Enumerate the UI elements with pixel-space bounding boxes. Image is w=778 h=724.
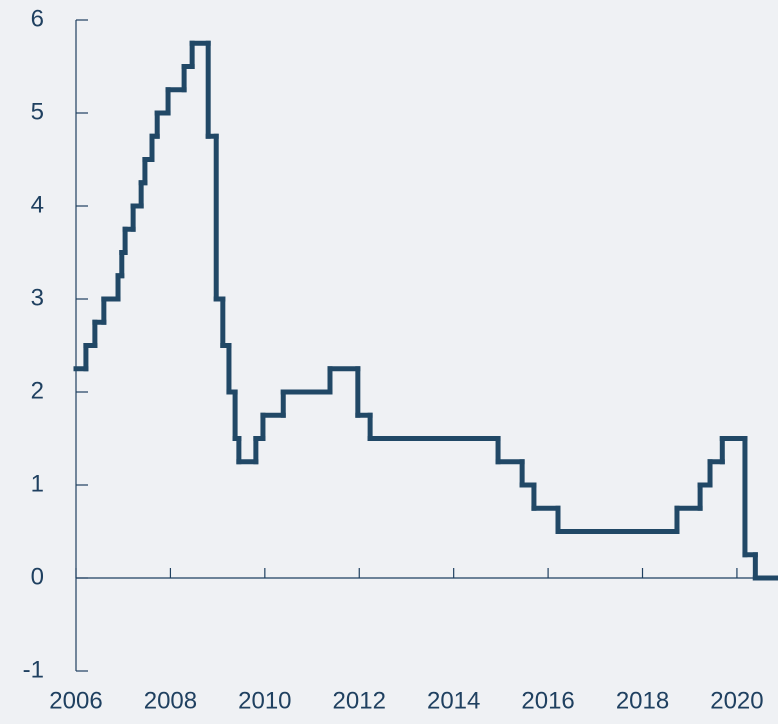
x-tick-label: 2018 (616, 687, 669, 714)
y-tick-label: 4 (31, 191, 44, 218)
x-tick-label: 2012 (333, 687, 386, 714)
y-tick-label: 0 (31, 563, 44, 590)
x-tick-label: 2016 (521, 687, 574, 714)
y-tick-label: 3 (31, 284, 44, 311)
x-tick-label: 2006 (49, 687, 102, 714)
y-tick-label: 1 (31, 470, 44, 497)
x-tick-label: 2008 (144, 687, 197, 714)
y-tick-label: 2 (31, 377, 44, 404)
x-tick-label: 2020 (710, 687, 763, 714)
y-tick-label: 6 (31, 5, 44, 32)
y-tick-label: -1 (23, 656, 44, 683)
x-tick-label: 2014 (427, 687, 480, 714)
y-tick-label: 5 (31, 98, 44, 125)
x-tick-label: 2010 (238, 687, 291, 714)
